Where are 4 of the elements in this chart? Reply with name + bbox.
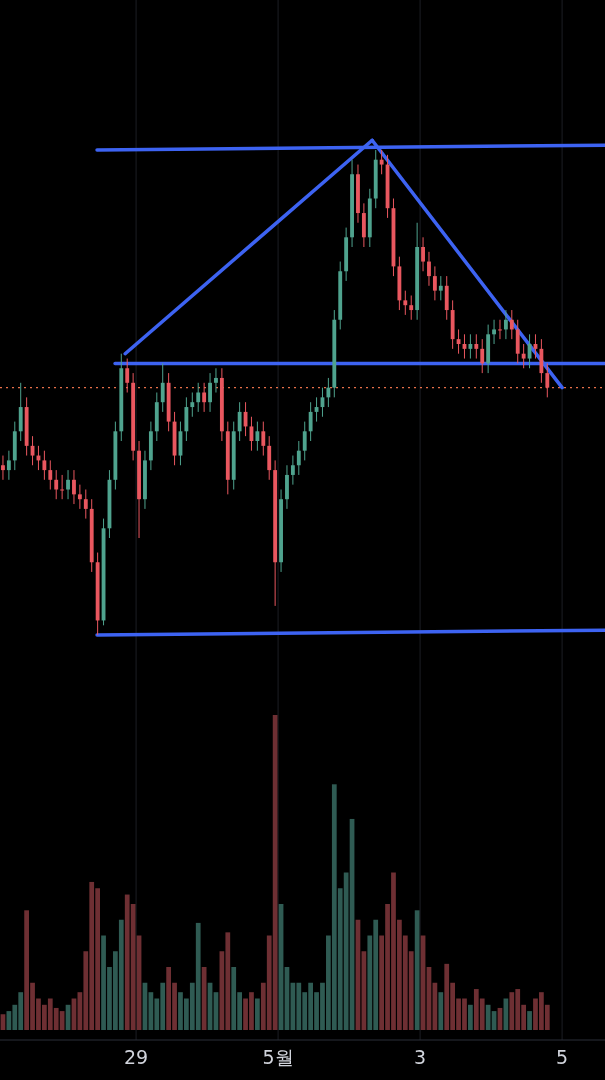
x-tick-label: 5	[556, 1046, 569, 1068]
x-tick-label: 29	[123, 1046, 149, 1068]
x-tick-label: 5월	[262, 1046, 294, 1068]
x-tick-label: 3	[414, 1046, 427, 1068]
